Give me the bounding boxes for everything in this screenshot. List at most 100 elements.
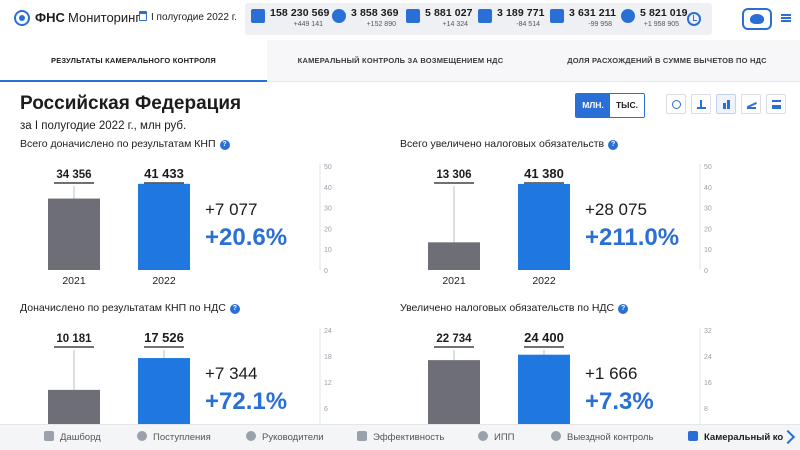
bar-2021 xyxy=(428,360,480,434)
y-tick-label: 30 xyxy=(704,206,712,213)
nav-efficiency[interactable]: Эффективность xyxy=(357,425,444,450)
delta-percent: +20.6% xyxy=(205,224,288,251)
person-icon xyxy=(332,9,346,23)
bar-value-label: 13 306 xyxy=(436,169,471,181)
x-tick-label: 2021 xyxy=(62,275,86,287)
panel-total-increased-liabilities: Всего увеличено налоговых обязательств? … xyxy=(400,138,780,298)
brand-label: ФНС xyxy=(35,10,65,25)
stat-value: 158 230 569 xyxy=(270,7,330,19)
stat-self-employed[interactable]: 5 821 019 +1 958 905 xyxy=(621,7,688,33)
clock-icon[interactable] xyxy=(687,12,701,26)
help-icon[interactable]: ? xyxy=(618,304,629,314)
nav-label: Поступления xyxy=(153,432,211,443)
coins-icon xyxy=(137,431,147,441)
x-tick-label: 2022 xyxy=(532,275,556,287)
app-name: Мониторинг xyxy=(68,10,141,25)
y-tick-label: 12 xyxy=(324,380,332,387)
unit-million-button[interactable]: МЛН. xyxy=(576,94,610,117)
period-selector[interactable]: I полугодие 2022 г. xyxy=(139,11,237,23)
bar-value-label: 24 400 xyxy=(524,330,564,345)
bar-2022 xyxy=(518,354,570,434)
help-icon[interactable]: ? xyxy=(608,140,619,150)
stat-value: 3 631 211 xyxy=(569,7,617,19)
y-tick-label: 32 xyxy=(704,328,712,335)
y-tick-label: 6 xyxy=(324,406,328,413)
nav-field-audit[interactable]: Выездной контроль xyxy=(551,425,653,450)
y-tick-label: 24 xyxy=(704,354,712,361)
y-tick-label: 20 xyxy=(324,226,332,233)
fns-logo-icon[interactable] xyxy=(742,8,772,30)
scale-view-button[interactable] xyxy=(691,94,711,114)
stat-delta: +152 890 xyxy=(366,21,396,28)
panel-title: Всего увеличено налоговых обязательств? xyxy=(400,138,619,150)
bar-chart: 0 10 20 30 40 50 13 306 2021 41 380 2022 xyxy=(428,164,712,287)
nav-label: Руководители xyxy=(262,432,324,443)
help-icon[interactable]: ? xyxy=(219,140,230,150)
panel-title: Всего доначислено по результатам КНП? xyxy=(20,138,230,150)
page-title: Российская Федерация xyxy=(20,93,242,114)
stat-delta: +1 958 905 xyxy=(643,21,679,28)
y-tick-label: 50 xyxy=(704,164,712,171)
nav-label: Дашборд xyxy=(60,432,101,443)
fns-emblem-icon xyxy=(14,10,30,26)
list-icon xyxy=(772,100,781,109)
nav-dashboard[interactable]: Дашборд xyxy=(44,425,101,450)
bar-2022 xyxy=(138,358,190,434)
panel-total-additional-charges: Всего доначислено по результатам КНП? 0 1… xyxy=(20,138,400,298)
stats-bar: 158 230 569 +449 141 3 858 369 +152 890 … xyxy=(245,3,712,35)
stat-persons[interactable]: 3 858 369 +152 890 xyxy=(332,7,399,33)
help-icon[interactable]: ? xyxy=(229,304,240,314)
bar-value-label: 41 433 xyxy=(144,166,184,181)
delta-absolute: +28 075 xyxy=(585,200,647,219)
stat-organizations[interactable]: 5 881 027 +14 324 xyxy=(406,7,473,33)
people-icon xyxy=(251,9,265,23)
nav-ipp[interactable]: ИПП xyxy=(478,425,514,450)
bar-2022 xyxy=(138,183,190,270)
y-tick-label: 40 xyxy=(704,185,712,192)
unit-thousand-button[interactable]: ТЫС. xyxy=(610,94,644,117)
line-chart-view-button[interactable] xyxy=(741,94,761,114)
bar-chart-icon xyxy=(722,100,731,109)
tab-vat-refund-control[interactable]: Камеральный контроль за возмещением НДС xyxy=(297,56,504,65)
stat-taxpayers-total[interactable]: 158 230 569 +449 141 xyxy=(251,7,329,33)
bar-value-label: 10 181 xyxy=(56,333,92,345)
delta-percent: +211.0% xyxy=(585,224,680,251)
y-tick-label: 0 xyxy=(704,268,708,275)
delta-percent: +7.3% xyxy=(585,388,654,415)
panel-title-text: Всего увеличено налоговых обязательств xyxy=(400,138,605,150)
building-icon xyxy=(406,9,420,23)
factory-icon xyxy=(478,9,492,23)
stat-delta: -84 514 xyxy=(516,21,540,28)
history-view-button[interactable] xyxy=(666,94,686,114)
nav-managers[interactable]: Руководители xyxy=(246,425,324,450)
stat-entrepreneurs[interactable]: 3 631 211 -99 958 xyxy=(550,7,616,33)
tab-desk-audit-results[interactable]: Результаты камерального контроля xyxy=(0,40,267,82)
history-icon xyxy=(672,100,681,109)
bar-2022 xyxy=(518,183,570,270)
nav-revenue[interactable]: Поступления xyxy=(137,425,211,450)
list-view-button[interactable] xyxy=(766,94,786,114)
y-tick-label: 0 xyxy=(324,268,328,275)
bar-value-label: 22 734 xyxy=(436,333,472,345)
line-chart-icon xyxy=(747,100,756,109)
stat-value: 5 821 019 xyxy=(640,7,688,19)
bar-2021 xyxy=(48,198,100,270)
stat-delta: +14 324 xyxy=(442,21,469,28)
x-tick-label: 2021 xyxy=(442,275,466,287)
tab-vat-discrepancy-share[interactable]: Доля расхождений в сумме вычетов по НДС xyxy=(567,56,767,65)
bar-chart: 0 10 20 30 40 50 34 356 2021 41 433 2022 xyxy=(48,164,332,287)
hamburger-menu-icon[interactable] xyxy=(781,14,791,22)
y-tick-label: 30 xyxy=(324,206,332,213)
bars-icon xyxy=(357,431,367,441)
stat-legal-entities[interactable]: 3 189 771 -84 514 xyxy=(478,7,545,33)
bar-value-label: 34 356 xyxy=(56,169,91,181)
entrepreneur-icon xyxy=(550,9,564,23)
y-tick-label: 10 xyxy=(704,247,712,254)
bar-2021 xyxy=(428,242,480,270)
bar-value-label: 17 526 xyxy=(144,330,184,345)
bar-chart-view-button[interactable] xyxy=(716,94,736,114)
page-subtitle: за I полугодие 2022 г., млн руб. xyxy=(20,120,187,132)
panel-title: Увеличено налоговых обязательств по НДС? xyxy=(400,302,629,314)
nav-desk-audit[interactable]: Камеральный ко xyxy=(688,425,783,450)
nav-label: Выездной контроль xyxy=(567,432,654,443)
